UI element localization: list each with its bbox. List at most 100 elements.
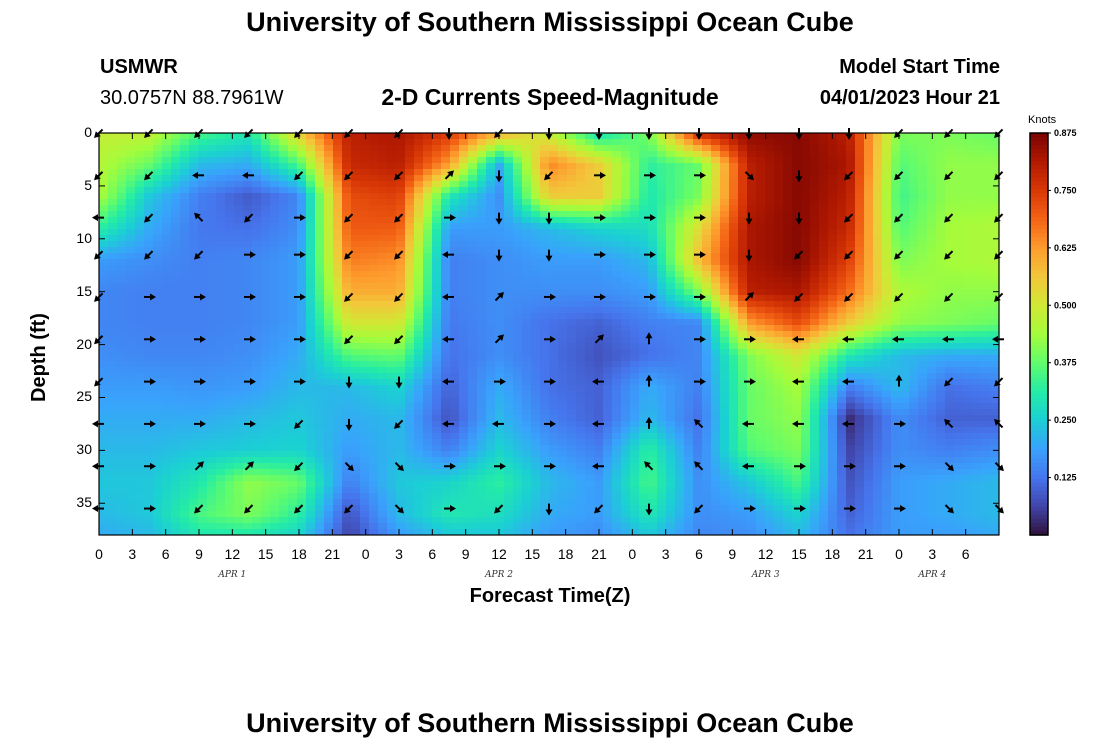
- heatmap-cell: [792, 403, 802, 410]
- heatmap-cell: [612, 427, 622, 434]
- heatmap-cell: [594, 373, 604, 380]
- heatmap-cell: [189, 217, 199, 224]
- heatmap-cell: [621, 313, 631, 320]
- heatmap-cell: [369, 163, 379, 170]
- heatmap-cell: [549, 355, 559, 362]
- heatmap-cell: [882, 313, 892, 320]
- heatmap-cell: [171, 361, 181, 368]
- heatmap-cell: [819, 163, 829, 170]
- heatmap-cell: [792, 277, 802, 284]
- heatmap-cell: [873, 193, 883, 200]
- heatmap-cell: [243, 205, 253, 212]
- heatmap-cell: [288, 151, 298, 158]
- heatmap-cell: [774, 409, 784, 416]
- heatmap-cell: [738, 157, 748, 164]
- heatmap-cell: [720, 211, 730, 218]
- heatmap-cell: [198, 133, 208, 140]
- heatmap-cell: [702, 349, 712, 356]
- heatmap-cell: [387, 403, 397, 410]
- heatmap-cell: [540, 199, 550, 206]
- heatmap-cell: [234, 157, 244, 164]
- heatmap-cell: [774, 283, 784, 290]
- heatmap-cell: [738, 337, 748, 344]
- heatmap-cell: [810, 295, 820, 302]
- heatmap-cell: [432, 247, 442, 254]
- heatmap-cell: [387, 235, 397, 242]
- heatmap-cell: [297, 163, 307, 170]
- model-start-label: Model Start Time: [839, 56, 1000, 78]
- heatmap-cell: [972, 259, 982, 266]
- heatmap-cell: [873, 247, 883, 254]
- heatmap-cell: [810, 205, 820, 212]
- heatmap-cell: [972, 301, 982, 308]
- heatmap-cell: [936, 385, 946, 392]
- heatmap-cell: [909, 361, 919, 368]
- heatmap-cell: [333, 331, 343, 338]
- heatmap-cell: [846, 247, 856, 254]
- heatmap-cell: [855, 313, 865, 320]
- heatmap-cell: [468, 331, 478, 338]
- heatmap-cell: [666, 295, 676, 302]
- heatmap-cell: [639, 175, 649, 182]
- heatmap-cell: [180, 199, 190, 206]
- heatmap-cell: [657, 241, 667, 248]
- heatmap-cell: [423, 163, 433, 170]
- heatmap-cell: [270, 133, 280, 140]
- heatmap-cell: [414, 289, 424, 296]
- heatmap-cell: [279, 133, 289, 140]
- heatmap-cell: [936, 265, 946, 272]
- heatmap-cell: [720, 427, 730, 434]
- heatmap-cell: [576, 421, 586, 428]
- heatmap-cell: [252, 397, 262, 404]
- heatmap-cell: [396, 421, 406, 428]
- heatmap-cell: [864, 409, 874, 416]
- heatmap-cell: [864, 361, 874, 368]
- heatmap-cell: [558, 319, 568, 326]
- heatmap-cell: [990, 385, 1000, 392]
- heatmap-cell: [414, 355, 424, 362]
- heatmap-cell: [648, 139, 658, 146]
- heatmap-cell: [882, 223, 892, 230]
- heatmap-cell: [810, 241, 820, 248]
- heatmap-cell: [648, 355, 658, 362]
- heatmap-cell: [630, 319, 640, 326]
- heatmap-cell: [360, 259, 370, 266]
- heatmap-cell: [477, 133, 487, 140]
- heatmap-cell: [936, 253, 946, 260]
- heatmap-cell: [864, 169, 874, 176]
- heatmap-cell: [135, 223, 145, 230]
- heatmap-cell: [981, 145, 991, 152]
- heatmap-cell: [468, 133, 478, 140]
- heatmap-cell: [576, 301, 586, 308]
- heatmap-cell: [513, 163, 523, 170]
- heatmap-cell: [675, 427, 685, 434]
- heatmap-cell: [252, 139, 262, 146]
- heatmap-cell: [837, 175, 847, 182]
- heatmap-cell: [972, 223, 982, 230]
- heatmap-cell: [486, 295, 496, 302]
- heatmap-cell: [900, 187, 910, 194]
- heatmap-cell: [216, 265, 226, 272]
- heatmap-cell: [297, 355, 307, 362]
- heatmap-cell: [387, 187, 397, 194]
- heatmap-cell: [963, 361, 973, 368]
- heatmap-cell: [189, 337, 199, 344]
- heatmap-cell: [387, 421, 397, 428]
- heatmap-cell: [243, 163, 253, 170]
- heatmap-cell: [342, 361, 352, 368]
- heatmap-cell: [324, 295, 334, 302]
- heatmap-cell: [486, 205, 496, 212]
- heatmap-cell: [693, 187, 703, 194]
- heatmap-cell: [603, 205, 613, 212]
- heatmap-cell: [963, 373, 973, 380]
- heatmap-cell: [666, 277, 676, 284]
- heatmap-cell: [945, 403, 955, 410]
- heatmap-cell: [927, 217, 937, 224]
- heatmap-cell: [378, 199, 388, 206]
- heatmap-cell: [243, 367, 253, 374]
- heatmap-cell: [783, 211, 793, 218]
- heatmap-cell: [765, 403, 775, 410]
- heatmap-cell: [954, 289, 964, 296]
- heatmap-cell: [765, 169, 775, 176]
- heatmap-cell: [333, 373, 343, 380]
